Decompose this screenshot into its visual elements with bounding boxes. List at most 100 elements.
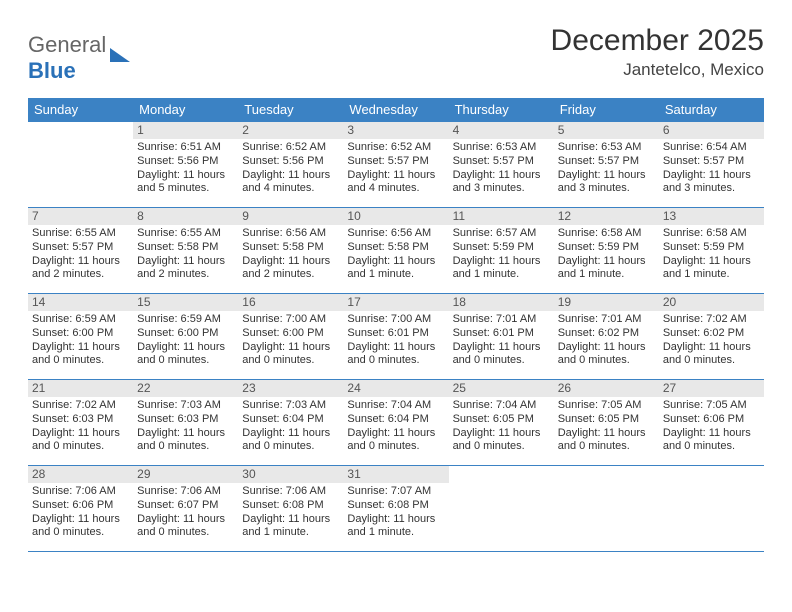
day-number: 9 bbox=[238, 208, 343, 225]
week-row: 7 Sunrise: 6:55 AMSunset: 5:57 PMDaylight… bbox=[28, 208, 764, 294]
day-info: Sunrise: 7:02 AMSunset: 6:03 PMDaylight:… bbox=[32, 399, 129, 454]
week-row: 21 Sunrise: 7:02 AMSunset: 6:03 PMDayligh… bbox=[28, 380, 764, 466]
day-number: 6 bbox=[659, 122, 764, 139]
day-number: 16 bbox=[238, 294, 343, 311]
day-info: Sunrise: 6:52 AMSunset: 5:56 PMDaylight:… bbox=[242, 141, 339, 196]
day-cell: 7 Sunrise: 6:55 AMSunset: 5:57 PMDaylight… bbox=[28, 208, 133, 294]
day-cell: 1 Sunrise: 6:51 AMSunset: 5:56 PMDaylight… bbox=[133, 122, 238, 208]
dow-thursday: Thursday bbox=[449, 98, 554, 122]
day-number: 7 bbox=[28, 208, 133, 225]
day-cell: 3 Sunrise: 6:52 AMSunset: 5:57 PMDaylight… bbox=[343, 122, 448, 208]
day-cell: 26Sunrise: 7:05 AMSunset: 6:05 PMDayligh… bbox=[554, 380, 659, 466]
day-info: Sunrise: 6:58 AMSunset: 5:59 PMDaylight:… bbox=[663, 227, 760, 282]
day-info: Sunrise: 7:06 AMSunset: 6:06 PMDaylight:… bbox=[32, 485, 129, 540]
day-cell: 31Sunrise: 7:07 AMSunset: 6:08 PMDayligh… bbox=[343, 466, 448, 552]
day-cell: 16 Sunrise: 7:00 AMSunset: 6:00 PMDayligh… bbox=[238, 294, 343, 380]
day-cell: 18 Sunrise: 7:01 AMSunset: 6:01 PMDayligh… bbox=[449, 294, 554, 380]
day-info: Sunrise: 6:57 AMSunset: 5:59 PMDaylight:… bbox=[453, 227, 550, 282]
day-cell: 25 Sunrise: 7:04 AMSunset: 6:05 PMDayligh… bbox=[449, 380, 554, 466]
day-cell: 11 Sunrise: 6:57 AMSunset: 5:59 PMDayligh… bbox=[449, 208, 554, 294]
day-number: 10 bbox=[343, 208, 448, 225]
day-cell: 13 Sunrise: 6:58 AMSunset: 5:59 PMDayligh… bbox=[659, 208, 764, 294]
day-info: Sunrise: 7:02 AMSunset: 6:02 PMDaylight:… bbox=[663, 313, 760, 368]
day-number: 4 bbox=[449, 122, 554, 139]
day-cell bbox=[554, 466, 659, 552]
day-info: Sunrise: 6:58 AMSunset: 5:59 PMDaylight:… bbox=[558, 227, 655, 282]
day-cell: 20 Sunrise: 7:02 AMSunset: 6:02 PMDayligh… bbox=[659, 294, 764, 380]
day-info: Sunrise: 6:59 AMSunset: 6:00 PMDaylight:… bbox=[32, 313, 129, 368]
day-number: 22 bbox=[133, 380, 238, 397]
day-info: Sunrise: 6:56 AMSunset: 5:58 PMDaylight:… bbox=[347, 227, 444, 282]
day-number: 18 bbox=[449, 294, 554, 311]
calendar-page: General Blue December 2025 Jantetelco, M… bbox=[0, 0, 792, 552]
day-number: 21 bbox=[28, 380, 133, 397]
dow-monday: Monday bbox=[133, 98, 238, 122]
day-info: Sunrise: 7:01 AMSunset: 6:01 PMDaylight:… bbox=[453, 313, 550, 368]
day-cell: 12 Sunrise: 6:58 AMSunset: 5:59 PMDayligh… bbox=[554, 208, 659, 294]
day-number: 24 bbox=[343, 380, 448, 397]
week-row: 1 Sunrise: 6:51 AMSunset: 5:56 PMDaylight… bbox=[28, 122, 764, 208]
day-number: 5 bbox=[554, 122, 659, 139]
day-number: 19 bbox=[554, 294, 659, 311]
day-info: Sunrise: 6:59 AMSunset: 6:00 PMDaylight:… bbox=[137, 313, 234, 368]
dow-friday: Friday bbox=[554, 98, 659, 122]
day-info: Sunrise: 7:06 AMSunset: 6:07 PMDaylight:… bbox=[137, 485, 234, 540]
dow-sunday: Sunday bbox=[28, 98, 133, 122]
day-info: Sunrise: 6:55 AMSunset: 5:58 PMDaylight:… bbox=[137, 227, 234, 282]
day-number: 13 bbox=[659, 208, 764, 225]
day-number: 23 bbox=[238, 380, 343, 397]
day-number: 20 bbox=[659, 294, 764, 311]
day-number: 12 bbox=[554, 208, 659, 225]
logo-text-general: General bbox=[28, 32, 106, 57]
day-number: 2 bbox=[238, 122, 343, 139]
day-info: Sunrise: 7:03 AMSunset: 6:04 PMDaylight:… bbox=[242, 399, 339, 454]
day-info: Sunrise: 6:51 AMSunset: 5:56 PMDaylight:… bbox=[137, 141, 234, 196]
day-cell: 6 Sunrise: 6:54 AMSunset: 5:57 PMDaylight… bbox=[659, 122, 764, 208]
day-info: Sunrise: 7:03 AMSunset: 6:03 PMDaylight:… bbox=[137, 399, 234, 454]
day-cell: 21 Sunrise: 7:02 AMSunset: 6:03 PMDayligh… bbox=[28, 380, 133, 466]
day-cell: 19 Sunrise: 7:01 AMSunset: 6:02 PMDayligh… bbox=[554, 294, 659, 380]
day-cell: 8Sunrise: 6:55 AMSunset: 5:58 PMDaylight… bbox=[133, 208, 238, 294]
dow-saturday: Saturday bbox=[659, 98, 764, 122]
day-cell: 27 Sunrise: 7:05 AMSunset: 6:06 PMDayligh… bbox=[659, 380, 764, 466]
logo: General Blue bbox=[28, 24, 130, 84]
day-info: Sunrise: 7:00 AMSunset: 6:00 PMDaylight:… bbox=[242, 313, 339, 368]
dow-wednesday: Wednesday bbox=[343, 98, 448, 122]
day-info: Sunrise: 6:52 AMSunset: 5:57 PMDaylight:… bbox=[347, 141, 444, 196]
calendar-body: 1 Sunrise: 6:51 AMSunset: 5:56 PMDaylight… bbox=[28, 122, 764, 552]
day-info: Sunrise: 6:55 AMSunset: 5:57 PMDaylight:… bbox=[32, 227, 129, 282]
dow-tuesday: Tuesday bbox=[238, 98, 343, 122]
header: General Blue December 2025 Jantetelco, M… bbox=[28, 24, 764, 84]
day-cell bbox=[659, 466, 764, 552]
day-info: Sunrise: 7:05 AMSunset: 6:05 PMDaylight:… bbox=[558, 399, 655, 454]
day-cell: 14 Sunrise: 6:59 AMSunset: 6:00 PMDayligh… bbox=[28, 294, 133, 380]
day-number: 29 bbox=[133, 466, 238, 483]
day-cell: 2 Sunrise: 6:52 AMSunset: 5:56 PMDaylight… bbox=[238, 122, 343, 208]
day-info: Sunrise: 6:53 AMSunset: 5:57 PMDaylight:… bbox=[453, 141, 550, 196]
day-number: 27 bbox=[659, 380, 764, 397]
week-row: 28Sunrise: 7:06 AMSunset: 6:06 PMDayligh… bbox=[28, 466, 764, 552]
day-info: Sunrise: 7:06 AMSunset: 6:08 PMDaylight:… bbox=[242, 485, 339, 540]
day-number: 17 bbox=[343, 294, 448, 311]
day-info: Sunrise: 7:04 AMSunset: 6:05 PMDaylight:… bbox=[453, 399, 550, 454]
day-info: Sunrise: 7:05 AMSunset: 6:06 PMDaylight:… bbox=[663, 399, 760, 454]
calendar-table: Sunday Monday Tuesday Wednesday Thursday… bbox=[28, 98, 764, 552]
day-cell: 24Sunrise: 7:04 AMSunset: 6:04 PMDayligh… bbox=[343, 380, 448, 466]
day-info: Sunrise: 7:01 AMSunset: 6:02 PMDaylight:… bbox=[558, 313, 655, 368]
day-number: 15 bbox=[133, 294, 238, 311]
day-number: 3 bbox=[343, 122, 448, 139]
day-info: Sunrise: 7:00 AMSunset: 6:01 PMDaylight:… bbox=[347, 313, 444, 368]
day-number: 25 bbox=[449, 380, 554, 397]
day-number: 11 bbox=[449, 208, 554, 225]
week-row: 14Sunrise: 6:59 AMSunset: 6:00 PMDayligh… bbox=[28, 294, 764, 380]
day-cell bbox=[28, 122, 133, 208]
day-cell: 5 Sunrise: 6:53 AMSunset: 5:57 PMDaylight… bbox=[554, 122, 659, 208]
day-cell: 9Sunrise: 6:56 AMSunset: 5:58 PMDaylight… bbox=[238, 208, 343, 294]
day-cell: 17 Sunrise: 7:00 AMSunset: 6:01 PMDayligh… bbox=[343, 294, 448, 380]
day-number: 14 bbox=[28, 294, 133, 311]
logo-triangle-icon bbox=[110, 48, 130, 62]
day-info: Sunrise: 6:53 AMSunset: 5:57 PMDaylight:… bbox=[558, 141, 655, 196]
day-info: Sunrise: 6:54 AMSunset: 5:57 PMDaylight:… bbox=[663, 141, 760, 196]
day-number: 1 bbox=[133, 122, 238, 139]
location: Jantetelco, Mexico bbox=[551, 60, 764, 80]
